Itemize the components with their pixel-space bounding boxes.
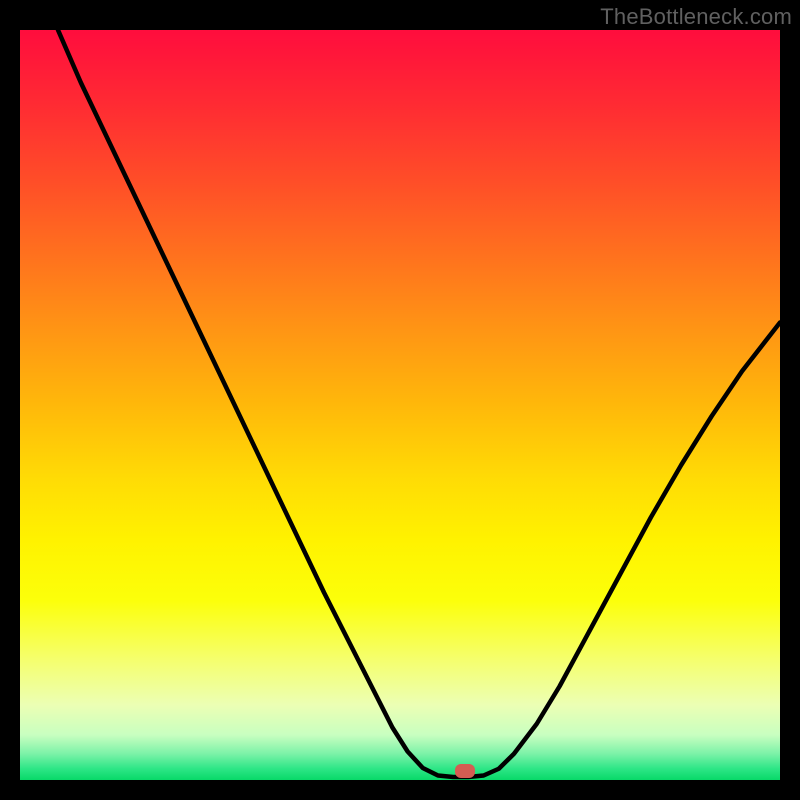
optimum-marker	[455, 764, 475, 778]
plot-area	[20, 30, 780, 780]
chart-container: TheBottleneck.com	[0, 0, 800, 800]
watermark-text: TheBottleneck.com	[600, 4, 792, 30]
bottleneck-curve	[20, 30, 780, 780]
